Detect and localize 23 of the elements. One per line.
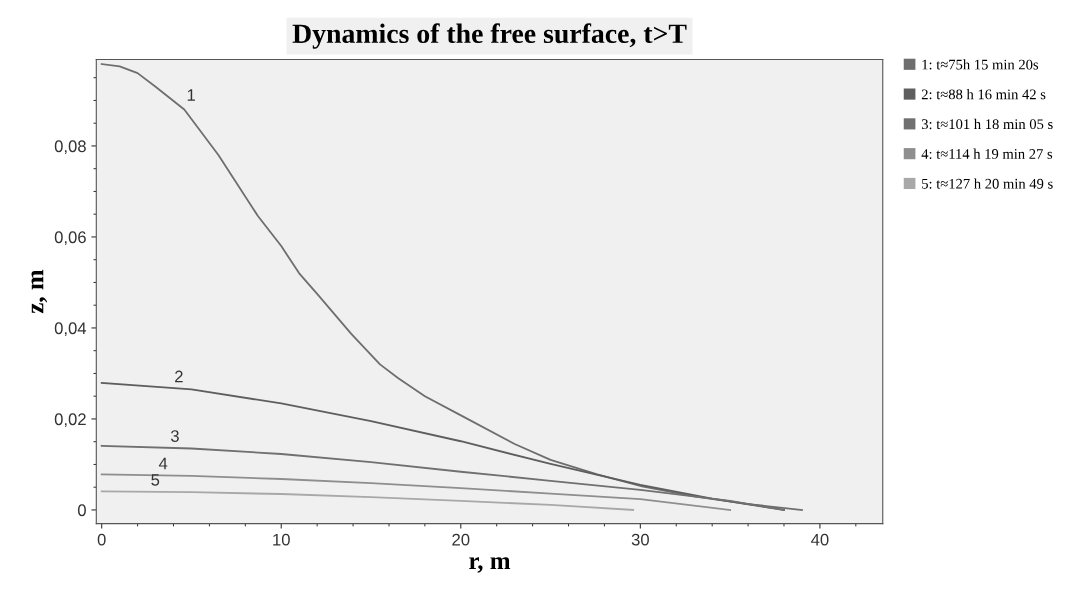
legend-label: 2: t≈88 h 16 min 42 s bbox=[921, 89, 1046, 100]
x-axis-title: r, m bbox=[469, 557, 511, 573]
x-tick-label: 30 bbox=[631, 533, 649, 546]
y-axis-title: z, m bbox=[31, 269, 48, 314]
annotation: 4 bbox=[158, 457, 168, 470]
annotation: 2 bbox=[175, 370, 183, 383]
annotation: 1 bbox=[187, 89, 195, 101]
legend-label: 5: t≈127 h 20 min 49 s bbox=[922, 178, 1053, 189]
legend-label: 1: t≈75h 15 min 20s bbox=[922, 59, 1039, 70]
x-tick-label: 40 bbox=[811, 533, 829, 546]
annotation: 5 bbox=[151, 474, 160, 486]
y-tick-label: 0 bbox=[77, 504, 86, 517]
y-tick-label: 0,06 bbox=[54, 231, 86, 246]
y-tick-label: 0,04 bbox=[54, 322, 87, 337]
x-tick-label: 0 bbox=[97, 533, 106, 546]
legend-label: 3: t≈101 h 18 min 05 s bbox=[921, 118, 1053, 130]
chart-title: Dynamics of the free surface, t>T bbox=[292, 23, 687, 49]
x-tick-label: 20 bbox=[452, 533, 470, 546]
y-tick-label: 0,02 bbox=[54, 413, 86, 428]
legend-label: 4: t≈114 h 19 min 27 s bbox=[921, 148, 1053, 159]
annotation: 3 bbox=[170, 430, 179, 442]
x-tick-label: 10 bbox=[273, 533, 290, 546]
y-tick-label: 0,08 bbox=[54, 140, 86, 155]
